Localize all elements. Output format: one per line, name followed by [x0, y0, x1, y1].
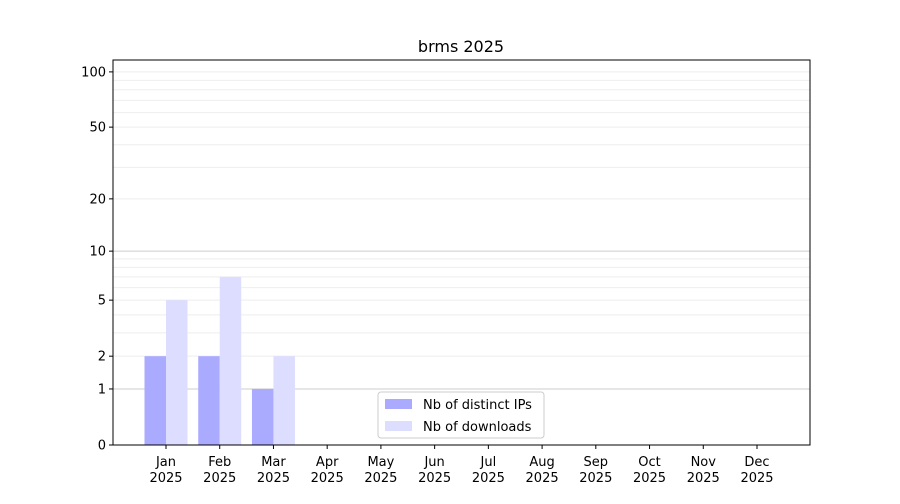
x-tick-label: Jun 2025 — [418, 455, 451, 486]
legend-swatch — [385, 399, 412, 409]
y-tick-label: 0 — [98, 439, 106, 454]
legend-label: Nb of distinct IPs — [423, 398, 532, 413]
x-tick-label: Jan 2025 — [149, 455, 182, 486]
x-tick-label: Oct 2025 — [633, 455, 666, 486]
x-tick-label: Apr 2025 — [311, 455, 344, 486]
bar-distinct-ips — [144, 356, 166, 445]
y-tick-label: 10 — [89, 245, 106, 260]
bar-distinct-ips — [198, 356, 220, 445]
y-tick-label: 2 — [98, 350, 106, 365]
bar-downloads — [219, 276, 242, 445]
y-tick-label: 100 — [81, 65, 106, 80]
chart-title: brms 2025 — [418, 37, 504, 56]
y-tick-label: 1 — [98, 382, 106, 397]
bar-distinct-ips — [251, 388, 274, 445]
plot-frame — [112, 59, 811, 446]
bar-downloads — [166, 300, 188, 445]
x-tick-label: Feb 2025 — [203, 455, 236, 486]
legend-swatch — [385, 421, 412, 431]
y-tick-label: 20 — [89, 192, 106, 207]
x-tick-label: Sep 2025 — [579, 455, 612, 486]
x-tick-label: Mar 2025 — [257, 455, 290, 486]
y-tick-label: 5 — [98, 294, 106, 309]
y-tick-label: 50 — [89, 121, 106, 136]
x-tick-label: Dec 2025 — [740, 455, 773, 486]
x-tick-label: Nov 2025 — [687, 455, 720, 486]
bar-downloads — [273, 356, 295, 445]
x-tick-label: Jul 2025 — [472, 455, 505, 486]
x-tick-label: Aug 2025 — [526, 455, 559, 486]
legend: Nb of distinct IPs Nb of downloads — [377, 391, 545, 439]
x-tick-label: May 2025 — [364, 455, 397, 486]
legend-label: Nb of downloads — [423, 420, 532, 435]
